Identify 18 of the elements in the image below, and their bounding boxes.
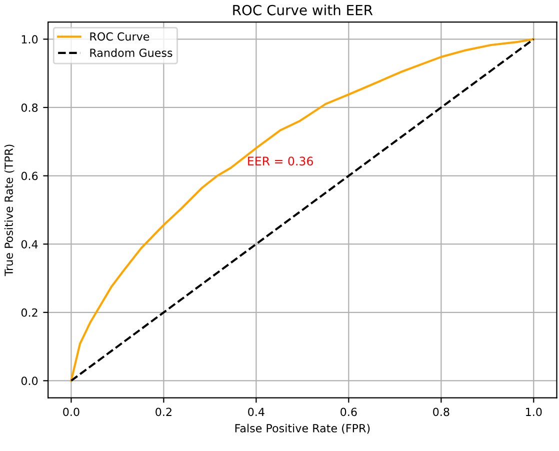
x-tick-label: 0.4 <box>248 408 264 416</box>
legend-label: Random Guess <box>90 48 172 58</box>
y-tick-label: 1.0 <box>22 35 38 44</box>
x-tick-label: 0.2 <box>156 408 172 416</box>
x-tick-label: 0.6 <box>340 408 357 416</box>
x-tick-label: 0.8 <box>433 408 450 416</box>
annotation: EER = 0.36 <box>248 156 313 166</box>
legend-label: ROC Curve <box>90 32 150 41</box>
x-axis-title: False Positive Rate (FPR) <box>235 424 370 434</box>
y-tick-label: 0.4 <box>21 240 38 248</box>
x-tick-label: 1.0 <box>526 408 542 416</box>
y-tick-label: 0.8 <box>21 103 38 112</box>
x-tick-label: 0.0 <box>63 408 80 416</box>
y-tick-label: 0.6 <box>21 172 38 180</box>
y-tick-label: 0.0 <box>21 376 38 386</box>
y-axis-title: True Positive Rate (TPR) <box>4 144 14 276</box>
chart-title: ROC Curve with EER <box>233 4 373 16</box>
y-tick-label: 0.2 <box>21 308 38 317</box>
